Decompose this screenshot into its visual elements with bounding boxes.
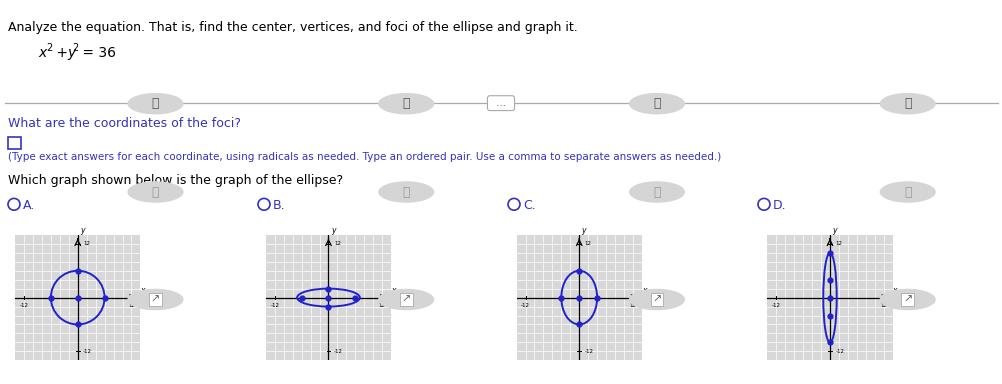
Text: 2: 2 [72,43,78,53]
Text: ⌕: ⌕ [151,97,159,110]
Text: 2: 2 [46,43,52,53]
Text: ↗: ↗ [401,295,411,305]
Text: y: y [832,226,836,235]
Text: -12: -12 [83,349,92,354]
Text: ⌕: ⌕ [652,97,660,110]
Text: (Type exact answers for each coordinate, using radicals as needed. Type an order: (Type exact answers for each coordinate,… [8,152,720,162]
Text: +y: +y [52,46,76,60]
Text: 12: 12 [334,242,341,247]
Text: -12: -12 [835,349,844,354]
Text: ⌕: ⌕ [402,97,410,110]
Text: ⌕: ⌕ [652,185,660,199]
Text: A.: A. [23,199,35,212]
Text: 12: 12 [835,242,842,247]
Text: Which graph shown below is the graph of the ellipse?: Which graph shown below is the graph of … [8,174,343,187]
Text: y: y [80,226,84,235]
Text: ↗: ↗ [651,295,661,305]
Text: -12: -12 [334,349,343,354]
Text: Analyze the equation. That is, find the center, vertices, and foci of the ellips: Analyze the equation. That is, find the … [8,21,577,34]
Text: 12: 12 [629,303,636,308]
Text: y: y [581,226,585,235]
Text: What are the coordinates of the foci?: What are the coordinates of the foci? [8,117,240,130]
Text: ↗: ↗ [902,295,912,305]
Text: ⌕: ⌕ [151,185,159,199]
Text: -12: -12 [520,303,529,308]
Text: x: x [38,46,46,60]
Text: ⌕: ⌕ [402,185,410,199]
Text: = 36: = 36 [78,46,116,60]
Text: D.: D. [773,199,786,212]
Text: 12: 12 [880,303,887,308]
Text: x: x [641,286,645,295]
Text: ↗: ↗ [150,295,160,305]
Text: y: y [331,226,335,235]
Text: …: … [489,98,512,108]
Text: -12: -12 [19,303,28,308]
Text: 12: 12 [584,242,591,247]
Text: x: x [391,286,395,295]
Text: C.: C. [522,199,535,212]
Text: x: x [892,286,896,295]
Text: 12: 12 [83,242,90,247]
Text: B.: B. [273,199,286,212]
Text: ⌕: ⌕ [903,185,911,199]
FancyBboxPatch shape [8,137,21,149]
Text: ⌕: ⌕ [903,97,911,110]
Text: -12: -12 [584,349,593,354]
Text: -12: -12 [771,303,780,308]
Text: 12: 12 [128,303,135,308]
Text: -12: -12 [270,303,279,308]
Text: 12: 12 [379,303,386,308]
Text: x: x [140,286,144,295]
